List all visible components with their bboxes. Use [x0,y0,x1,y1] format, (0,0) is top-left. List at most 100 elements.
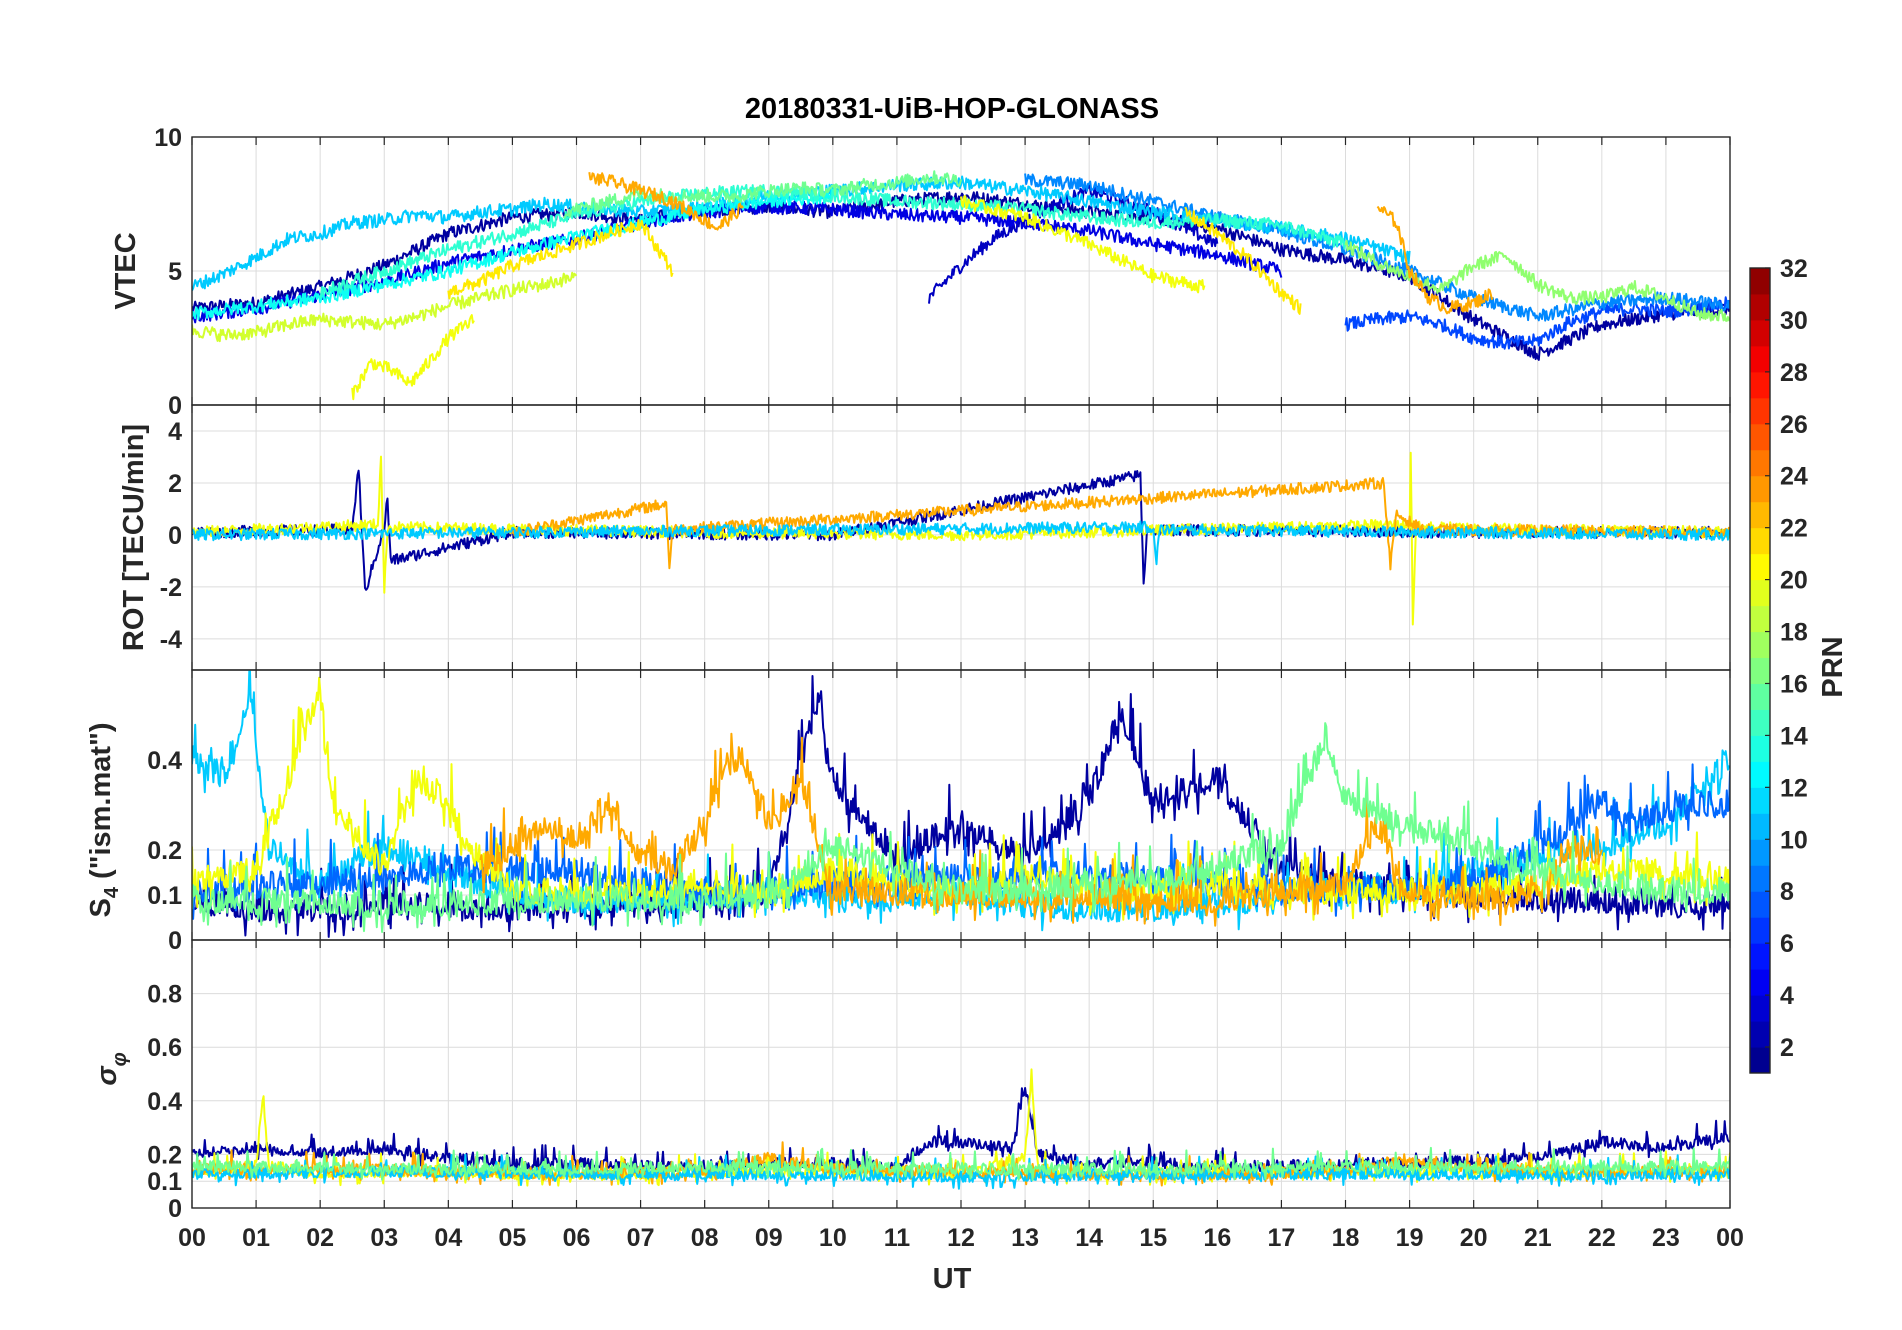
y-axis-label-rot: ROT [TECU/min] [118,424,150,651]
colorbar-segment [1750,553,1770,581]
colorbar-tick-label: 6 [1780,930,1794,958]
y-tick-label: 0.2 [147,1141,182,1169]
trace-prn-7 [1344,296,1730,350]
y-tick-label: 0 [168,927,182,955]
colorbar-tick-label: 28 [1780,359,1808,387]
trace-prn-14 [319,184,1347,299]
colorbar-segment [1750,475,1770,503]
x-tick-label: 19 [1396,1224,1424,1252]
x-tick-label: 03 [370,1224,398,1252]
trace-prn-16 [192,1146,1730,1181]
colorbar-segment [1750,449,1770,477]
colorbar-tick-label: 18 [1780,619,1808,647]
trace-prn-21 [447,219,674,300]
panel-sigphi: 00.10.2 0.4 0.6 0.8 σφ [91,939,1731,1223]
colorbar-segment [1750,605,1770,633]
colorbar-segment [1750,865,1770,892]
x-tick-label: 02 [306,1224,334,1252]
x-tick-label: 06 [563,1224,591,1252]
colorbar-segment [1750,345,1770,373]
y-tick-label: -4 [160,626,182,654]
trace-prn-17 [1344,239,1730,322]
colorbar-segment [1750,501,1770,529]
x-tick-label: 11 [884,1224,911,1252]
y-tick-label: 0 [168,392,182,420]
x-tick-label: 20 [1460,1224,1488,1252]
colorbar-tick-label: 26 [1780,411,1808,439]
colorbar-segment [1750,969,1770,996]
y-tick-label: 10 [154,124,182,152]
colorbar-segment [1750,735,1770,762]
x-tick-label: 07 [627,1224,655,1252]
colorbar-segment [1750,761,1770,788]
y-tick-label: 0.1 [147,1168,182,1196]
x-tick-label: 08 [691,1224,719,1252]
y-tick-label: 2 [168,470,182,498]
trace-prn-21 [1184,206,1302,315]
y-tick-label: 0 [168,522,182,550]
y-tick-label: -2 [160,574,182,602]
colorbar-segment [1750,813,1770,840]
colorbar-label: PRN [1817,636,1849,697]
x-tick-label: 04 [434,1224,462,1252]
y-tick-label: 0.1 [147,882,182,910]
trace-prn-11 [192,1153,1730,1190]
panel-s4: 0 0.1 0.2 0.4 S4 ("ism.mat") [85,669,1731,955]
colorbar-segment [1750,293,1770,321]
y-axis-label-vtec: VTEC [110,232,142,309]
trace-prn-16 [562,170,962,220]
x-tick-label: 13 [1011,1224,1039,1252]
colorbar-segment [1750,631,1770,659]
colorbar-segment [1750,1021,1770,1048]
x-tick-label: 22 [1588,1224,1616,1252]
trace-prn-13 [192,188,833,321]
colorbar-segment [1750,319,1770,347]
x-tick-label: 05 [499,1224,527,1252]
colorbar-segment [1750,371,1770,399]
y-tick-label: 0.4 [147,747,182,775]
colorbar-segment [1750,709,1770,736]
colorbar-segment [1750,995,1770,1022]
colorbar-segment [1750,891,1770,918]
trace-prn-23 [588,172,744,231]
colorbar-tick-label: 14 [1780,722,1808,750]
x-tick-label: 23 [1652,1224,1680,1252]
x-tick-label: 10 [819,1224,847,1252]
trace-prn-20 [351,314,475,401]
x-tick-label: 18 [1332,1224,1360,1252]
colorbar-tick-label: 12 [1780,774,1808,802]
colorbar-segment [1750,917,1770,944]
colorbar-segment [1750,787,1770,814]
x-tick-label: 01 [242,1224,270,1252]
colorbar-tick-label: 4 [1780,982,1794,1010]
colorbar-tick-label: 10 [1780,826,1808,854]
colorbar-segment [1750,527,1770,555]
x-tick-label: 14 [1075,1224,1103,1252]
x-tick-label: 00 [178,1224,206,1252]
colorbar-tick-label: 16 [1780,670,1808,698]
panel-rot: -4 -2 0 2 4 ROT [TECU/min] [118,404,1731,671]
y-tick-label: 4 [168,418,182,446]
trace-prn-2 [192,191,1730,361]
chart-title: 20180331-UiB-HOP-GLONASS [745,93,1159,125]
colorbar-segment [1750,268,1770,295]
colorbar-tick-label: 8 [1780,878,1794,906]
x-tick-label: 15 [1139,1224,1167,1252]
y-axis-label-sigphi: σφ [91,1052,131,1085]
x-axis: 00 01 02 03 04 05 06 07 08 09 10 11 12 13 14 15 16 17 18 19… [178,1224,1744,1252]
y-tick-label: 0.8 [147,981,182,1009]
colorbar-segment [1750,683,1770,710]
colorbar-segment [1750,657,1770,684]
trace-prn-11 [192,520,1730,566]
x-tick-label: 21 [1524,1224,1552,1252]
x-tick-label: 17 [1268,1224,1296,1252]
y-tick-label: 0.2 [147,837,182,865]
y-tick-label: 0 [168,1195,182,1223]
x-axis-label: UT [933,1263,972,1295]
y-tick-label: 5 [168,258,182,286]
x-tick-label: 16 [1203,1224,1231,1252]
x-tick-label: 12 [947,1224,975,1252]
trace-prn-16 [192,722,1730,933]
trace-prn-19 [192,271,578,343]
